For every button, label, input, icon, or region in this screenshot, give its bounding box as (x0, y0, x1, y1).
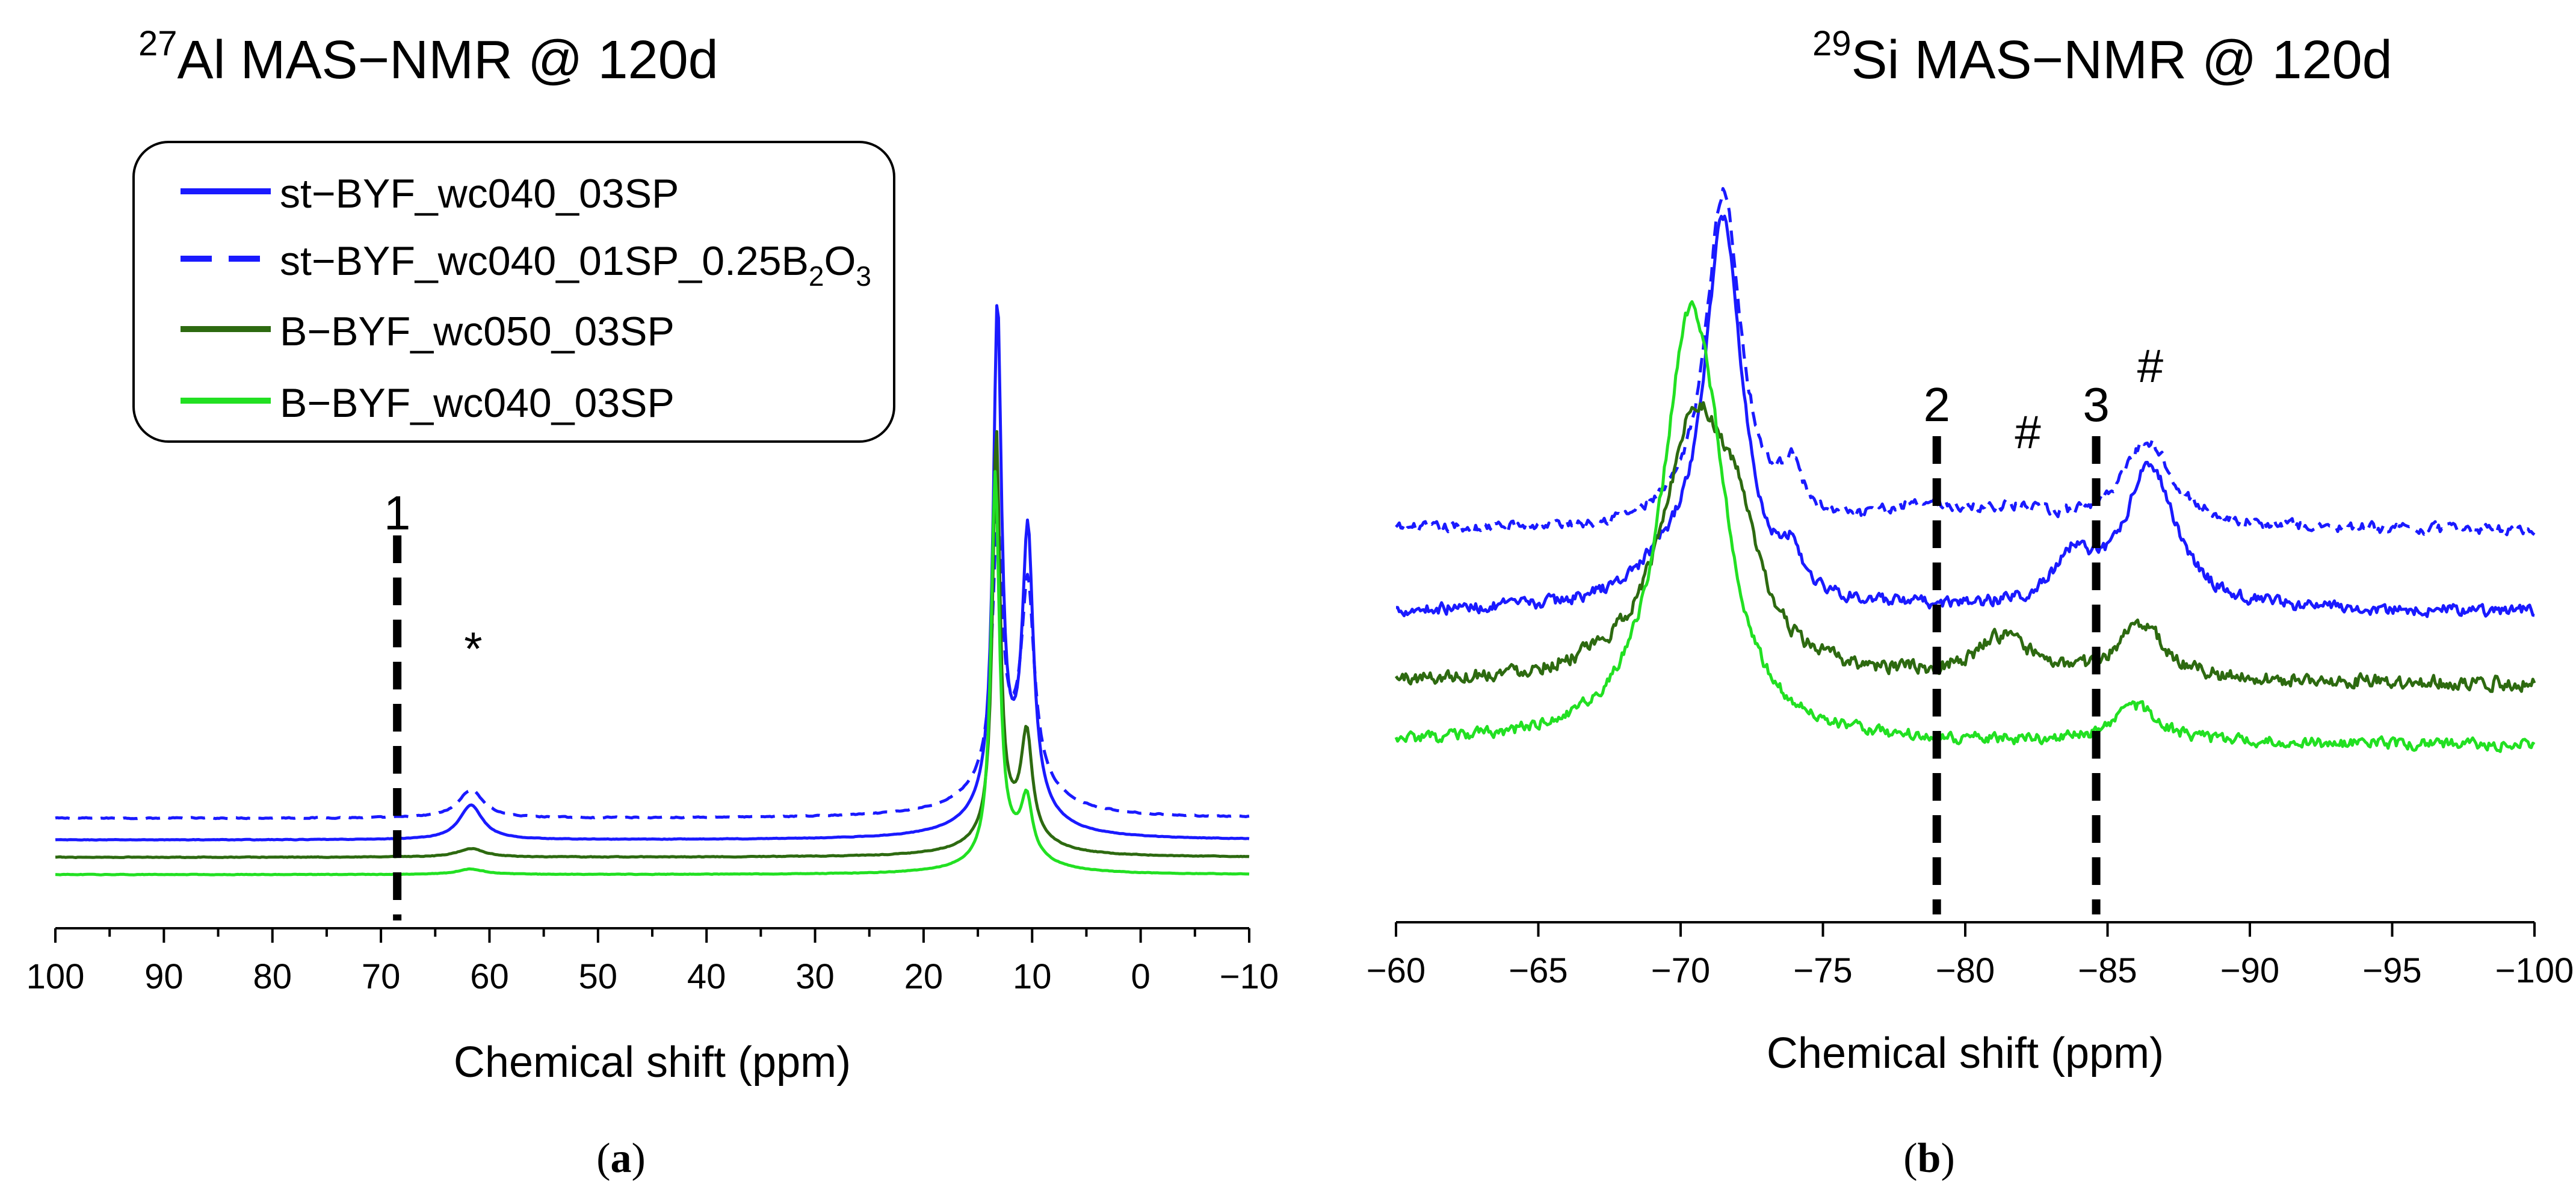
panel-a: 27Al MAS−NMR @ 120d st−BYF_wc040_03SP st… (26, 24, 1279, 1182)
annotation-1: * (464, 622, 482, 675)
panel-b-title-superscript: 29 (1812, 24, 1852, 63)
panel-b-title: 29Si MAS−NMR @ 120d (1812, 24, 2392, 90)
series-line-1 (55, 517, 1250, 821)
series-line-3 (1394, 401, 2536, 693)
series-line-4 (55, 470, 1250, 877)
x-tick-label-4: 60 (470, 957, 509, 996)
marker-label-3: 3 (2083, 378, 2110, 431)
panel-a-title-superscript: 27 (138, 24, 178, 63)
panel-a-title-text: Al MAS−NMR @ 120d (178, 30, 718, 90)
x-tick-label-2: −70 (1651, 951, 1710, 990)
series-line-2 (1396, 214, 2535, 618)
legend-label-1: st−BYF_wc040_03SP (280, 171, 679, 217)
legend-label-2-main: st−BYF_wc040_01SP_0.25B (280, 238, 809, 284)
x-tick-label-10: 0 (1131, 957, 1151, 996)
x-tick-label-8: −100 (2495, 951, 2574, 990)
legend-label-2-mid: O (824, 238, 856, 284)
x-tick-label-5: 50 (579, 957, 618, 996)
marker-label-2: 2 (1923, 378, 1950, 431)
x-tick-label-4: −80 (1936, 951, 1995, 990)
annotation-1: # (2015, 405, 2040, 458)
legend: st−BYF_wc040_03SP st−BYF_wc040_01SP_0.25… (132, 141, 895, 443)
series-line-2 (55, 304, 1250, 842)
x-tick-label-0: −60 (1367, 951, 1425, 990)
panel-a-caption: (a) (596, 1135, 646, 1182)
legend-label-4: B−BYF_wc040_03SP (280, 380, 675, 426)
panel-a-caption-letter: a (611, 1135, 632, 1182)
panel-b-caption-letter: b (1918, 1135, 1941, 1182)
x-tick-label-5: −85 (2078, 951, 2137, 990)
x-tick-label-6: 40 (687, 957, 726, 996)
x-tick-label-7: −95 (2362, 951, 2421, 990)
panel-a-series-group (55, 304, 1250, 877)
panel-b-x-axis-label: Chemical shift (ppm) (1767, 1029, 2164, 1077)
x-tick-label-2: 80 (253, 957, 292, 996)
panel-a-title: 27Al MAS−NMR @ 120d (138, 24, 718, 90)
legend-entry-3: B−BYF_wc050_03SP (181, 309, 675, 354)
x-tick-label-3: 70 (362, 957, 401, 996)
marker-label-1: 1 (384, 486, 411, 540)
panel-a-markers-group: 1* (384, 486, 483, 920)
x-tick-label-9: 10 (1013, 957, 1052, 996)
annotation-2: # (2137, 339, 2163, 392)
legend-box (132, 141, 895, 443)
panel-a-x-axis-label: Chemical shift (ppm) (454, 1038, 851, 1086)
legend-label-2-sub1: 2 (809, 260, 824, 292)
x-tick-label-1: −65 (1509, 951, 1568, 990)
series-line-1 (1395, 186, 2536, 537)
panel-b-ticks-group: −60 −65 −70 −75 −80 −85 −90 −95 −100 (1367, 922, 2574, 990)
panel-b-series-group (1394, 186, 2536, 753)
panel-b-markers-group: 2 3 # # (1923, 339, 2163, 914)
panel-a-ticks-group: 100 90 80 70 60 50 40 30 20 10 0 −10 (26, 928, 1279, 996)
legend-label-2: st−BYF_wc040_01SP_0.25B2O3 (280, 238, 871, 292)
x-tick-label-8: 20 (904, 957, 944, 996)
x-tick-label-6: −90 (2220, 951, 2279, 990)
x-tick-label-11: −10 (1220, 957, 1279, 996)
series-line-4 (1394, 300, 2536, 753)
x-tick-label-0: 100 (26, 957, 85, 996)
x-tick-label-7: 30 (795, 957, 835, 996)
series-line-3 (55, 430, 1250, 859)
x-tick-label-3: −75 (1793, 951, 1852, 990)
legend-label-2-sub2: 3 (856, 260, 871, 292)
legend-entry-1: st−BYF_wc040_03SP (181, 171, 679, 217)
panel-b-title-text: Si MAS−NMR @ 120d (1852, 30, 2392, 90)
legend-entry-4: B−BYF_wc040_03SP (181, 380, 675, 426)
legend-entry-2: st−BYF_wc040_01SP_0.25B2O3 (181, 238, 871, 292)
legend-label-3: B−BYF_wc050_03SP (280, 309, 675, 354)
panel-b-caption: (b) (1903, 1135, 1955, 1182)
panel-b: 29Si MAS−NMR @ 120d 2 3 # # −60 −65 −70 −75 −80… (1367, 24, 2574, 1182)
x-tick-label-1: 90 (144, 957, 184, 996)
